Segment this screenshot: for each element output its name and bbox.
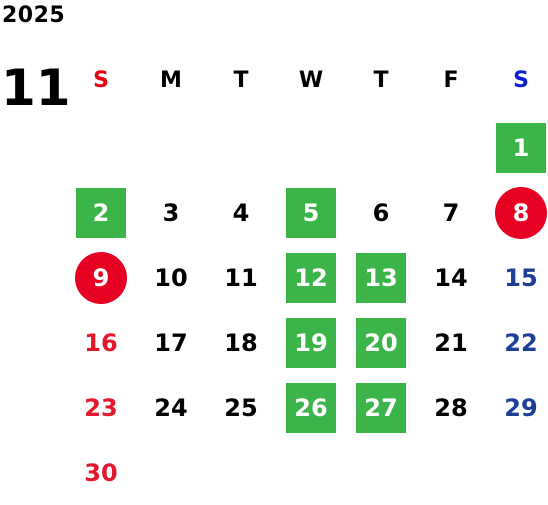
day-number: 30: [84, 458, 118, 487]
calendar-day[interactable]: 23: [66, 375, 136, 440]
empty-cell: [416, 115, 486, 180]
day-number: 16: [84, 328, 118, 357]
day-number: 2: [76, 187, 126, 238]
empty-cell: [206, 440, 276, 505]
calendar-day[interactable]: 24: [136, 375, 206, 440]
calendar-day[interactable]: 8: [486, 180, 548, 245]
year-label: 2025: [2, 3, 66, 28]
day-number: 20: [356, 317, 406, 368]
day-number: 19: [286, 317, 336, 368]
day-number: 6: [372, 198, 390, 227]
calendar-day[interactable]: 18: [206, 310, 276, 375]
calendar-day[interactable]: 17: [136, 310, 206, 375]
day-number: 12: [286, 252, 336, 303]
day-number: 27: [356, 382, 406, 433]
weekday-header: T: [373, 67, 389, 93]
day-number: 14: [434, 263, 468, 292]
calendar-day[interactable]: 13: [346, 245, 416, 310]
day-number: 28: [434, 393, 468, 422]
weekday-header: M: [160, 67, 182, 93]
calendar-day[interactable]: 3: [136, 180, 206, 245]
calendar-grid: S M T W T F S 1 2 3 4 5 6 7 8 9 10 11 12 13 14 15 16 17 18 19 20 21…: [66, 45, 548, 505]
empty-cell: [66, 115, 136, 180]
day-number: 9: [75, 251, 127, 304]
day-number: 26: [286, 382, 336, 433]
calendar-day[interactable]: 14: [416, 245, 486, 310]
day-number: 10: [154, 263, 188, 292]
day-number: 15: [504, 263, 538, 292]
calendar-day[interactable]: 9: [66, 245, 136, 310]
day-number: 8: [495, 186, 547, 239]
calendar-day[interactable]: 15: [486, 245, 548, 310]
day-number: 21: [434, 328, 468, 357]
calendar-day[interactable]: 4: [206, 180, 276, 245]
weekday-header: S: [513, 67, 529, 93]
empty-cell: [276, 440, 346, 505]
empty-cell: [136, 440, 206, 505]
day-number: 13: [356, 252, 406, 303]
calendar-day[interactable]: 12: [276, 245, 346, 310]
day-number: 23: [84, 393, 118, 422]
calendar-day[interactable]: 6: [346, 180, 416, 245]
calendar-day[interactable]: 28: [416, 375, 486, 440]
weekday-header: T: [233, 67, 249, 93]
weekday-header: W: [298, 67, 324, 93]
calendar-day[interactable]: 19: [276, 310, 346, 375]
day-number: 18: [224, 328, 258, 357]
month-label: 11: [1, 59, 71, 117]
empty-cell: [136, 115, 206, 180]
calendar-day[interactable]: 20: [346, 310, 416, 375]
empty-cell: [416, 440, 486, 505]
empty-cell: [346, 440, 416, 505]
weekday-header: F: [443, 67, 459, 93]
calendar-day[interactable]: 25: [206, 375, 276, 440]
empty-cell: [276, 115, 346, 180]
day-number: 4: [232, 198, 250, 227]
day-number: 22: [504, 328, 538, 357]
calendar-day[interactable]: 16: [66, 310, 136, 375]
day-number: 3: [162, 198, 180, 227]
day-number: 7: [442, 198, 460, 227]
calendar-day[interactable]: 22: [486, 310, 548, 375]
calendar-day[interactable]: 11: [206, 245, 276, 310]
calendar-day[interactable]: 27: [346, 375, 416, 440]
empty-cell: [206, 115, 276, 180]
empty-cell: [346, 115, 416, 180]
day-number: 25: [224, 393, 258, 422]
day-number: 24: [154, 393, 188, 422]
weekday-header: S: [93, 67, 109, 93]
calendar-day[interactable]: 5: [276, 180, 346, 245]
calendar-day[interactable]: 30: [66, 440, 136, 505]
calendar-day[interactable]: 2: [66, 180, 136, 245]
day-number: 11: [224, 263, 258, 292]
calendar-day[interactable]: 10: [136, 245, 206, 310]
empty-cell: [486, 440, 548, 505]
day-number: 1: [496, 122, 546, 173]
calendar-day[interactable]: 29: [486, 375, 548, 440]
calendar-day[interactable]: 26: [276, 375, 346, 440]
day-number: 29: [504, 393, 538, 422]
day-number: 5: [286, 187, 336, 238]
day-number: 17: [154, 328, 188, 357]
calendar-day[interactable]: 1: [486, 115, 548, 180]
calendar-day[interactable]: 7: [416, 180, 486, 245]
calendar-day[interactable]: 21: [416, 310, 486, 375]
